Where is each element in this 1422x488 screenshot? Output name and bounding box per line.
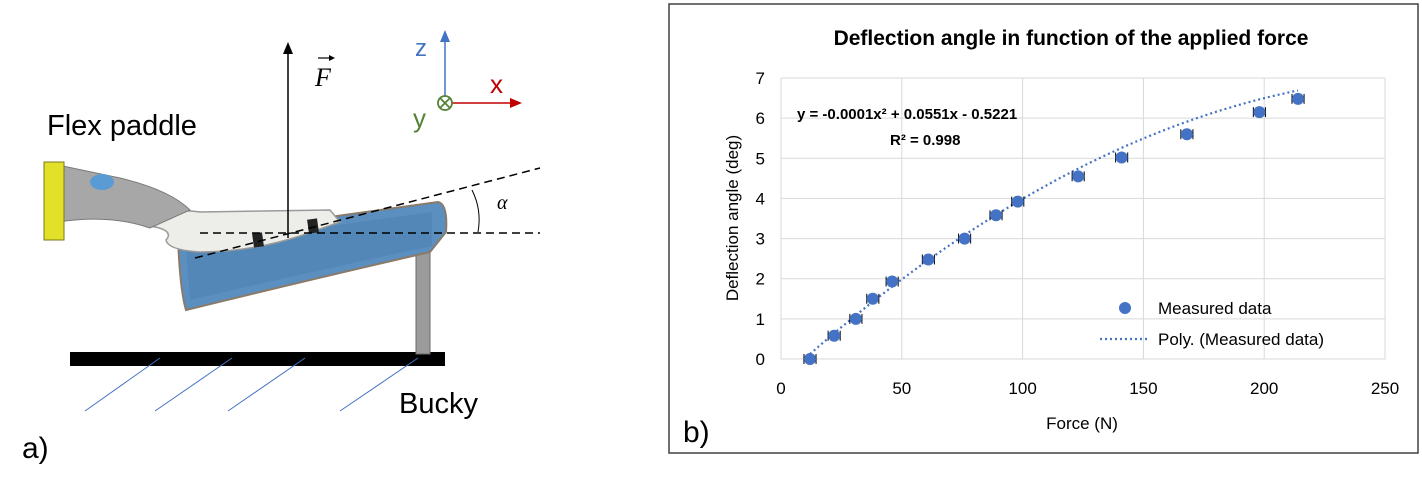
data-point: [886, 275, 899, 288]
data-points: [803, 92, 1305, 365]
y-tick-label: 5: [756, 149, 765, 168]
y-tick-label: 1: [756, 310, 765, 329]
data-point: [828, 329, 841, 342]
y-axis-label: y: [413, 103, 426, 133]
x-axis-title: Force (N): [1046, 414, 1118, 433]
data-point: [1180, 128, 1193, 141]
force-vector-arrowhead: [329, 55, 335, 61]
y-axis-title: Deflection angle (deg): [723, 135, 742, 301]
y-tick-label: 3: [756, 230, 765, 249]
y-tick-label: 7: [756, 69, 765, 88]
x-tick-label: 200: [1250, 379, 1278, 398]
r-squared-label: R² = 0.998: [890, 132, 960, 149]
x-tick-label: 100: [1008, 379, 1036, 398]
data-point: [990, 209, 1003, 222]
ground-hatching: [84, 357, 419, 412]
x-tick-label: 250: [1371, 379, 1399, 398]
data-point: [958, 232, 971, 245]
y-axis-into-page-icon: [437, 95, 453, 111]
marker-right: [307, 218, 319, 234]
paddle-knob: [90, 174, 114, 190]
data-point: [803, 353, 816, 365]
data-point: [866, 292, 879, 305]
x-axis-arrowhead: [510, 98, 522, 108]
setup-diagram: α F z x y Flex paddle Bucky a): [22, 30, 541, 465]
y-tick-label: 4: [756, 189, 765, 208]
x-tick-label: 150: [1129, 379, 1157, 398]
chart-frame: [668, 3, 1419, 454]
chart-title: Deflection angle in function of the appl…: [834, 27, 1309, 50]
data-point: [1253, 106, 1266, 119]
data-point: [1115, 151, 1128, 164]
panel-b-label: b): [683, 416, 710, 449]
z-axis-label: z: [415, 35, 427, 62]
panel-a-label: a): [22, 432, 49, 465]
compression-plate: [149, 209, 342, 253]
legend-measured-label: Measured data: [1158, 299, 1272, 318]
force-symbol: F: [314, 63, 332, 92]
data-point: [849, 312, 862, 325]
equation-label: y = -0.0001x² + 0.0551x - 0.5221: [797, 106, 1017, 123]
data-point: [922, 253, 935, 266]
angle-arc: [471, 189, 480, 233]
x-tick-label: 0: [776, 379, 785, 398]
data-point: [1292, 92, 1305, 105]
angle-symbol: α: [497, 192, 508, 214]
paddle-tray-inner: [186, 212, 432, 300]
legend-marker-icon: [1119, 302, 1131, 314]
y-tick-labels: 0 1 2 3 4 5 6 7: [756, 69, 765, 369]
y-tick-label: 6: [756, 109, 765, 128]
tilted-reference-line: [194, 167, 541, 259]
bucky-label: Bucky: [399, 388, 478, 420]
x-tick-label: 50: [892, 379, 911, 398]
bucky-base: [70, 352, 445, 366]
legend: Measured data Poly. (Measured data): [1100, 299, 1324, 349]
data-point: [1011, 195, 1024, 208]
paddle-clamp: [43, 161, 65, 241]
paddle-label: Flex paddle: [47, 110, 197, 142]
y-tick-label: 2: [756, 270, 765, 289]
x-axis-label: x: [490, 69, 503, 99]
marker-left: [252, 232, 264, 248]
x-tick-labels: 0 50 100 150 200 250: [776, 379, 1399, 398]
legend-trendline-label: Poly. (Measured data): [1158, 330, 1324, 349]
gridlines: [780, 77, 1386, 360]
z-axis-arrowhead: [440, 30, 450, 42]
y-tick-label: 0: [756, 350, 765, 369]
force-arrowhead: [283, 42, 293, 54]
data-point: [1072, 170, 1085, 183]
